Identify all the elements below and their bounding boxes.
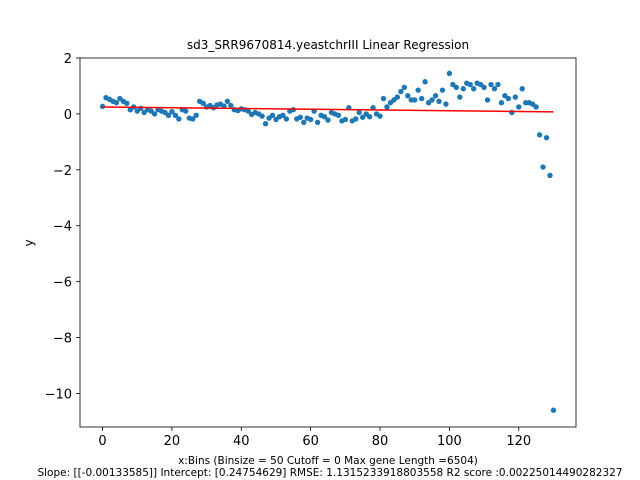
axes-frame	[79, 57, 577, 428]
data-point	[495, 81, 501, 88]
x-tick-label: 60	[302, 434, 319, 449]
data-point	[498, 100, 505, 106]
data-point	[412, 97, 418, 103]
data-point	[443, 101, 449, 107]
data-point	[540, 164, 546, 170]
data-point	[259, 113, 265, 119]
data-point	[439, 87, 446, 93]
y-axis-label: y	[22, 239, 36, 246]
data-point	[169, 108, 175, 115]
data-point	[384, 104, 390, 110]
data-point	[550, 407, 557, 413]
data-point	[137, 105, 144, 112]
data-point	[505, 95, 512, 102]
data-point	[283, 116, 290, 122]
data-point	[165, 112, 172, 119]
x-tick-label: 0	[98, 434, 106, 449]
data-point	[488, 81, 494, 88]
data-point	[457, 94, 463, 100]
y-tick-label: −8	[53, 332, 72, 347]
data-point	[533, 104, 539, 110]
data-point	[467, 81, 473, 88]
data-point	[359, 114, 366, 120]
data-point	[436, 98, 442, 105]
data-points	[99, 70, 557, 413]
data-point	[190, 116, 196, 122]
data-point	[460, 86, 466, 92]
x-tick-label: 100	[437, 434, 462, 449]
regression-line	[102, 106, 554, 113]
data-point	[519, 86, 525, 92]
data-point	[377, 113, 383, 119]
plot-area	[79, 57, 577, 428]
data-point	[547, 172, 553, 179]
data-point	[342, 116, 349, 123]
data-point	[516, 104, 522, 110]
y-axis: 2 0 −2 −4 −6 −8 −10	[45, 52, 80, 402]
data-point	[245, 108, 251, 114]
x-tick-label: 20	[164, 434, 181, 449]
data-point	[370, 105, 376, 111]
data-point	[321, 114, 328, 120]
data-point	[356, 109, 362, 116]
data-point	[183, 108, 189, 114]
data-point	[481, 84, 487, 91]
data-point	[401, 84, 408, 91]
data-point	[394, 94, 401, 100]
data-point	[422, 79, 428, 85]
regression-stats-caption: Slope: [[-0.00133585]] Intercept: [0.247…	[37, 467, 622, 479]
x-tick-label: 40	[233, 434, 250, 449]
y-tick-label: −6	[53, 276, 72, 291]
data-point	[113, 100, 120, 106]
x-axis-label: x:Bins (Binsize = 50 Cutoff = 0 Max gene…	[178, 455, 478, 467]
data-point	[491, 86, 498, 92]
y-tick-label: −10	[45, 387, 72, 402]
data-point	[509, 109, 515, 116]
data-point	[536, 132, 543, 138]
data-point	[176, 116, 182, 122]
y-tick-label: 0	[64, 108, 72, 123]
data-point	[297, 114, 303, 120]
data-point	[325, 117, 331, 123]
y-tick-label: 2	[64, 52, 72, 67]
data-point	[172, 112, 179, 119]
data-point	[307, 116, 314, 123]
data-point	[280, 112, 286, 119]
data-point	[418, 95, 425, 102]
data-point	[470, 86, 477, 92]
data-point	[446, 70, 453, 77]
data-point	[366, 114, 373, 120]
data-point	[453, 84, 460, 91]
data-point	[398, 88, 404, 95]
data-point	[353, 116, 359, 122]
y-tick-label: −2	[53, 164, 72, 179]
data-point	[151, 111, 158, 117]
data-point	[228, 102, 234, 109]
data-point	[405, 93, 411, 99]
data-point	[543, 134, 550, 141]
y-tick-label: −4	[53, 220, 72, 235]
data-point	[193, 112, 199, 119]
data-point	[200, 100, 206, 106]
data-point	[314, 119, 321, 125]
data-point	[301, 119, 307, 125]
data-point	[512, 94, 519, 100]
data-point	[335, 112, 342, 119]
data-point	[415, 87, 421, 93]
x-tick-label: 80	[372, 434, 389, 449]
data-point	[262, 120, 269, 127]
data-point	[124, 100, 130, 106]
data-point	[429, 97, 435, 103]
x-axis: 0 20 40 60 80 100 120	[98, 427, 531, 449]
chart-title: sd3_SRR9670814.yeastchrIII Linear Regres…	[187, 38, 469, 52]
x-tick-label: 120	[506, 434, 531, 449]
data-point	[484, 97, 491, 103]
data-point	[432, 93, 439, 99]
data-point	[221, 103, 227, 109]
data-point	[224, 98, 231, 105]
data-point	[380, 95, 387, 102]
data-point	[269, 112, 276, 119]
